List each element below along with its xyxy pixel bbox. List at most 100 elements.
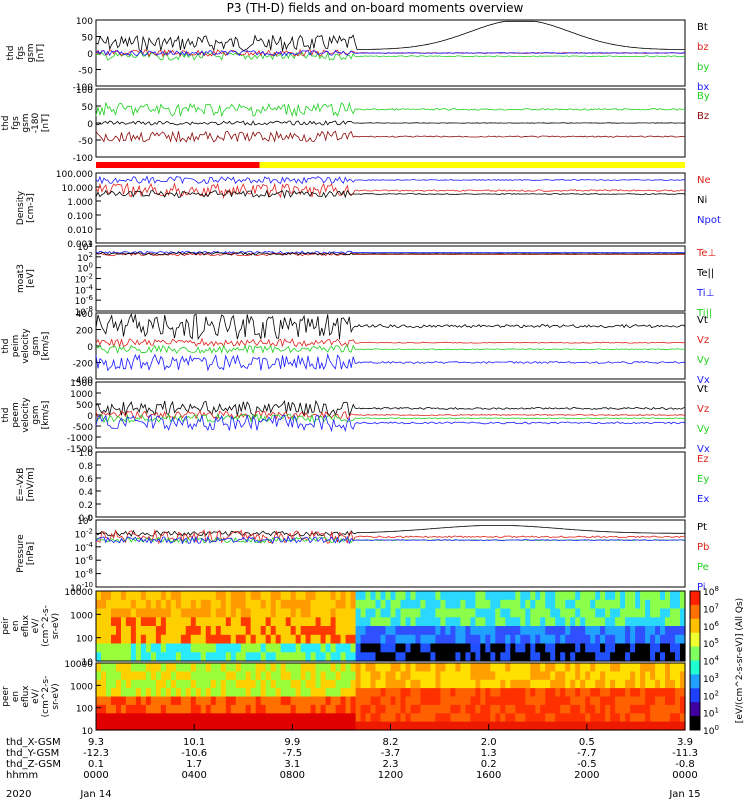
ylabel-2: [nT] [41, 114, 51, 132]
trace-panel-1-4 [95, 49, 685, 57]
ylabel-10: (cm^2-s- [41, 676, 51, 718]
orbit-row-value: 0.2 [481, 759, 497, 770]
legend-Ti||: Ti|| [696, 308, 712, 319]
colorbar-segment [690, 674, 700, 689]
ylabel-8: [nPa] [26, 542, 36, 565]
ylabel-3: Density [16, 190, 26, 225]
colorbar-tick: 104 [703, 655, 719, 668]
colorbar-segment [690, 716, 700, 731]
trace-panel-2-1 [95, 101, 686, 118]
ytick-label-4: 100 [77, 262, 93, 275]
panel-frame-8 [95, 519, 686, 588]
ylabel-1: thd [6, 46, 16, 61]
legend-Ne: Ne [697, 175, 711, 186]
colorbar-tick: 102 [703, 689, 719, 702]
ytick-label-9: 10 [82, 658, 94, 668]
trace-panel-1-1 [95, 20, 685, 52]
ytick-label-4: 102 [77, 251, 93, 264]
ytick-label-8: 10-8 [75, 568, 93, 581]
colorbar-segment [690, 702, 700, 717]
legend-Vt: Vt [697, 315, 708, 326]
legend-Ex: Ex [697, 494, 709, 505]
colorbar-segment [690, 632, 700, 648]
panel-frame-7 [95, 451, 686, 518]
panel-frame-9 [95, 590, 686, 662]
legend-Ni: Ni [697, 195, 707, 206]
orbit-row-value: 3.1 [284, 759, 300, 770]
trace-panel-5-4 [95, 353, 686, 372]
orbit-row-value: -3.7 [381, 748, 401, 759]
orbit-row-value: 9.3 [88, 737, 104, 748]
ytick-label-3: 0.010 [67, 226, 93, 236]
legend-Ey: Ey [697, 474, 709, 485]
legend-Ti⊥: Ti⊥ [696, 288, 714, 299]
colorbar-frame [689, 590, 701, 731]
ylabel-2: -180 [31, 113, 41, 134]
orbit-row-value: -11.3 [672, 748, 698, 759]
legend-Pe: Pe [697, 562, 709, 573]
ytick-label-2: -50 [78, 137, 93, 147]
trace-panel-3-3 [95, 189, 686, 199]
ylabel-9: en [11, 620, 21, 631]
ytick-label-8: 10-6 [75, 554, 94, 567]
legend-Vx: Vx [697, 444, 710, 455]
ylabel-10: peer [1, 686, 11, 707]
ylabel-2: fgs [11, 116, 21, 130]
orbit-row-value: -10.6 [181, 748, 207, 759]
ytick-label-3: 10.000 [62, 184, 94, 194]
mode-bar-red [96, 162, 260, 168]
legend-Vt: Vt [697, 384, 708, 395]
orbit-row-value: 8.2 [383, 737, 399, 748]
ytick-label-6: -1000 [67, 434, 93, 444]
ylabel-4: moat3 [16, 264, 26, 293]
ytick-label-6: -500 [73, 423, 94, 433]
ytick-label-7: 0.4 [79, 488, 94, 498]
ytick-label-8: 10-4 [75, 541, 94, 554]
colorbar-tick: 103 [703, 672, 719, 685]
ytick-label-10: 100 [76, 705, 93, 715]
orbit-row-label: thd_X-GSM [6, 737, 61, 748]
legend-Bt: Bt [697, 22, 708, 33]
ylabel-4: [eV] [26, 269, 36, 288]
orbit-row-value: 9.9 [284, 737, 300, 748]
ylabel-5: thd [1, 339, 11, 354]
orbit-row-value: 1.7 [186, 759, 202, 770]
legend-bx: bx [697, 82, 709, 93]
ylabel-9: thd [0, 619, 1, 634]
ylabel-9: sr-eV) [51, 613, 61, 639]
orbit-row-value: -0.8 [675, 759, 695, 770]
ylabel-3: [cm-3] [26, 193, 36, 223]
ytick-label-5: -200 [73, 360, 94, 370]
ylabel-9: peir [1, 617, 11, 635]
orbit-row-value: -7.7 [577, 748, 597, 759]
trace-panel-5-2 [95, 337, 686, 348]
legend-bz: bz [697, 42, 709, 53]
legend-Pi: Pi [697, 582, 706, 593]
ylabel-9: eflux [21, 614, 31, 637]
colorbar-tick: 107 [703, 602, 719, 615]
ylabel-5: peim [11, 335, 21, 358]
ylabel-5: gsm [31, 336, 41, 355]
legend-Ez: Ez [697, 454, 709, 465]
ytick-label-2: 100 [76, 86, 93, 96]
ytick-label-7: 0.8 [79, 462, 94, 472]
mode-bar-yellow [259, 162, 685, 168]
colorbar-label: [eV/(cm^2-s-sr-eV)] (All Qs) [735, 598, 745, 723]
colorbar-segment [690, 591, 700, 606]
trace-panel-5-3 [95, 344, 686, 355]
legend-Vy: Vy [697, 424, 710, 435]
colorbar-segment [690, 646, 700, 661]
ytick-label-2: -100 [73, 154, 94, 164]
ylabel-10: eflux [21, 685, 31, 708]
ylabel-5: [km/s] [41, 332, 51, 361]
trace-panel-8-4 [95, 535, 686, 545]
colorbar-tick: 106 [703, 620, 719, 633]
trace-panel-2-2 [95, 130, 686, 143]
ytick-label-1: -100 [73, 83, 94, 93]
ytick-label-2: 0 [87, 120, 93, 130]
ytick-label-6: 1000 [70, 390, 93, 400]
orbit-row-value: 0.5 [579, 737, 595, 748]
trace-panel-6-2 [95, 410, 686, 420]
ytick-label-6: 0 [87, 412, 93, 422]
